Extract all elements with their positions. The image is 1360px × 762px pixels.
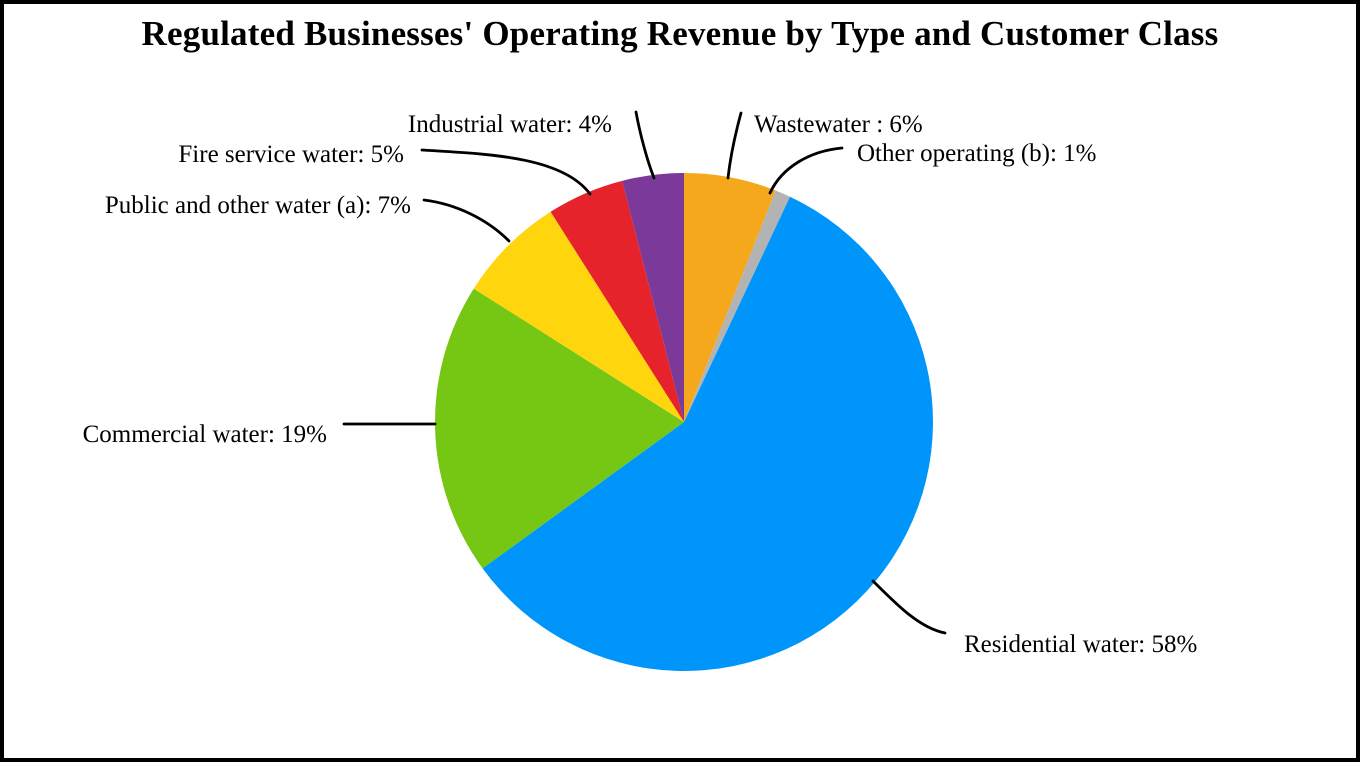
chart-title: Regulated Businesses' Operating Revenue … bbox=[141, 14, 1219, 53]
pie-slice-other-operating bbox=[684, 190, 791, 422]
pie-slice-wastewater bbox=[684, 173, 776, 422]
slice-label-wastewater: Wastewater : 6% bbox=[754, 111, 923, 138]
slice-label-residential-water: Residential water: 58% bbox=[964, 631, 1197, 658]
leader-line-public-other-water bbox=[422, 198, 511, 243]
pie-slice-public-other-water bbox=[473, 211, 684, 422]
pie-slice-residential-water bbox=[482, 196, 933, 671]
slice-label-industrial-water: Industrial water: 4% bbox=[408, 111, 612, 138]
pie-chart: Industrial water: 4% Wastewater : 6% Fire … bbox=[83, 110, 1197, 671]
leader-line-other-operating bbox=[768, 146, 844, 195]
leader-line-industrial-water bbox=[634, 110, 656, 180]
slice-label-fire-service-water: Fire service water: 5% bbox=[178, 141, 404, 168]
pie-slice-industrial-water bbox=[622, 173, 684, 422]
pie-slice-commercial-water bbox=[434, 288, 684, 569]
pie-slice-fire-service-water bbox=[550, 180, 684, 422]
leader-line-residential-water bbox=[871, 579, 947, 635]
leader-line-wastewater bbox=[726, 111, 743, 180]
leader-line-fire-service-water bbox=[420, 148, 592, 196]
slice-label-other-operating: Other operating (b): 1% bbox=[857, 140, 1097, 167]
slice-label-commercial-water: Commercial water: 19% bbox=[83, 421, 327, 448]
slice-label-public-other-water: Public and other water (a): 7% bbox=[105, 192, 411, 219]
